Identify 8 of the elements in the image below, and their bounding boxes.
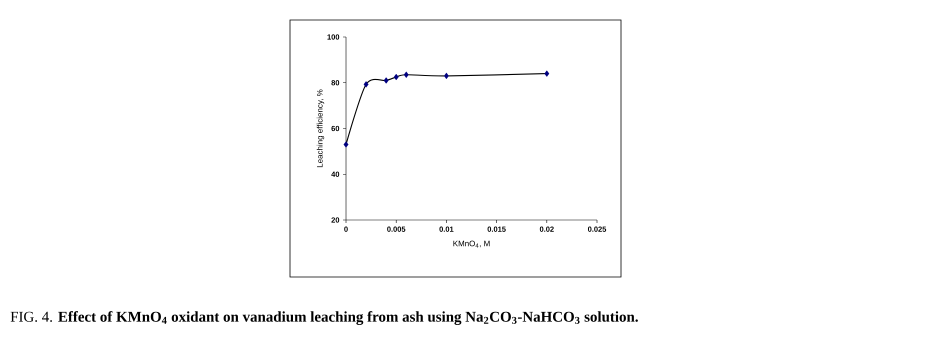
- point: [404, 72, 409, 78]
- point: [444, 72, 449, 80]
- point: [344, 141, 348, 148]
- point: [384, 77, 389, 84]
- point: [364, 81, 369, 88]
- point: [544, 70, 550, 77]
- point: [394, 74, 399, 80]
- chart-title: FIG. 4. Effect of KMnO$_{4}$ oxidant on vanadium leaching from ash using Na$_{2}$CO$_{3}$-NaHCO$_{3}$ solution.: [10, 311, 638, 325]
